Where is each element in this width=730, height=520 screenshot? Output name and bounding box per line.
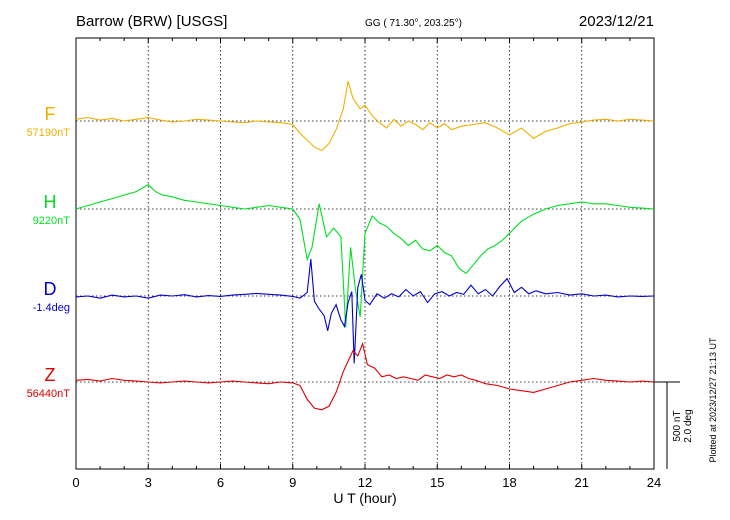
series-name-z: Z [45, 365, 56, 385]
x-tick-label-0: 0 [72, 475, 79, 490]
x-axis-label: U T (hour) [333, 490, 396, 506]
x-tick-label-6: 6 [217, 475, 224, 490]
x-tick-label-9: 9 [289, 475, 296, 490]
series-line-z [75, 341, 655, 411]
series-baseline-z: 56440nT [27, 388, 71, 400]
series-baseline-h: 9220nT [33, 215, 71, 227]
station-coords: GG ( 71.30°, 203.25°) [365, 18, 462, 29]
series-lines [75, 80, 655, 411]
scale-bar-nt: 500 nT [672, 410, 683, 441]
series-name-d: D [44, 279, 57, 299]
series-line-h [75, 183, 655, 328]
series-baseline-d: -1.4deg [33, 302, 70, 314]
station-title: Barrow (BRW) [USGS] [76, 13, 227, 30]
scale-bar: 500 nT 2.0 deg [654, 381, 694, 469]
plotted-timestamp: Plotted at 2023/12/27 21:13 UT [708, 337, 718, 463]
date-label: 2023/12/21 [579, 13, 654, 30]
scale-bar-deg: 2.0 deg [683, 409, 694, 442]
x-tick-label-15: 15 [430, 475, 444, 490]
series-name-f: F [45, 104, 56, 124]
series-labels: F 57190nT H 9220nT D -1.4deg Z 56440nT [27, 104, 71, 400]
x-tick-label-3: 3 [145, 475, 152, 490]
series-name-h: H [44, 192, 57, 212]
x-axis-ticks: 0 3 6 9 12 15 18 21 24 [72, 38, 661, 490]
series-line-f [75, 80, 655, 152]
grid-lines [147, 38, 583, 469]
series-line-d [75, 258, 655, 364]
x-tick-label-12: 12 [358, 475, 372, 490]
x-tick-label-21: 21 [575, 475, 589, 490]
x-tick-label-24: 24 [647, 475, 661, 490]
series-baseline-f: 57190nT [27, 127, 71, 139]
x-tick-label-18: 18 [502, 475, 516, 490]
